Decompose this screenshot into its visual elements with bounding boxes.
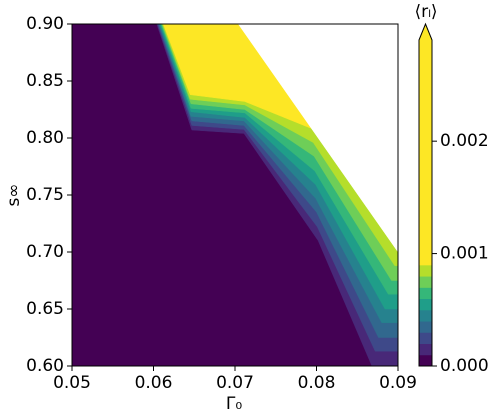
x-tick-label: 0.07 [216, 373, 254, 393]
y-tick-label: 0.65 [26, 299, 64, 319]
colorbar-tick-label: 0.002 [440, 131, 489, 151]
colorbar-band [419, 40, 432, 266]
colorbar-band [419, 321, 432, 333]
colorbar-band [419, 343, 432, 356]
x-tick-label: 0.09 [379, 373, 417, 393]
colorbar-band [419, 298, 432, 311]
colorbar-extend [419, 24, 432, 41]
x-tick-label: 0.08 [298, 373, 336, 393]
y-tick-label: 0.60 [26, 356, 64, 376]
x-tick-label: 0.05 [53, 373, 91, 393]
colorbar-label: ⟨rₗ⟩ [414, 2, 437, 22]
y-axis-label: s∞ [4, 183, 24, 206]
colorbar-band [419, 309, 432, 322]
colorbar-tick-label: 0.001 [440, 244, 489, 264]
y-tick-label: 0.75 [26, 185, 64, 205]
colorbar-band [419, 354, 432, 367]
y-tick-label: 0.70 [26, 242, 64, 262]
colorbar-band [419, 287, 432, 300]
colorbar-frame [418, 22, 433, 367]
colorbar-band [419, 264, 432, 277]
colorbar-tick-label: 0.000 [440, 356, 489, 376]
colorbar-band [419, 332, 432, 345]
y-tick-label: 0.90 [26, 14, 64, 34]
y-tick-label: 0.80 [26, 128, 64, 148]
colorbar-band [419, 276, 432, 288]
y-tick-label: 0.85 [26, 71, 64, 91]
x-tick-label: 0.06 [135, 373, 173, 393]
x-axis-label: Γ₀ [226, 394, 242, 414]
